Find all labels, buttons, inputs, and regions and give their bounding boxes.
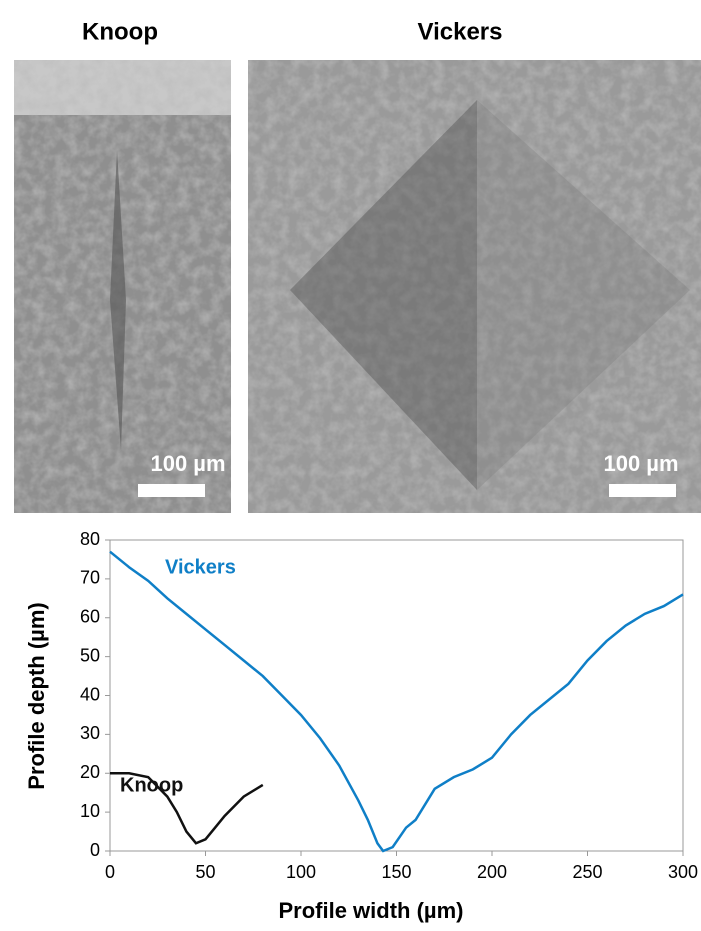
vickers-image: [248, 60, 701, 513]
plot: Profile width (µm) Profile depth (µm) 0 5…: [24, 529, 698, 923]
y-tick-label: 10: [80, 801, 100, 821]
plot-frame: [110, 540, 683, 851]
scale-label: 100 µm: [603, 451, 678, 476]
panel-title: Vickers: [418, 18, 503, 45]
y-axis-title: Profile depth (µm): [24, 602, 49, 789]
x-tick-label: 200: [477, 862, 507, 882]
series-line: [110, 552, 683, 851]
x-tick-label: 150: [381, 862, 411, 882]
panel-title: Knoop: [82, 18, 158, 45]
knoop-image: [14, 60, 231, 513]
x-tick-label: 0: [105, 862, 115, 882]
series-label: Knoop: [120, 774, 183, 796]
y-tick-label: 50: [80, 645, 100, 665]
y-tick-label: 40: [80, 684, 100, 704]
y-tick-label: 80: [80, 529, 100, 549]
x-tick-label: 100: [286, 862, 316, 882]
x-axis-title: Profile width (µm): [278, 898, 463, 923]
series-label: Vickers: [165, 556, 236, 578]
y-tick-label: 30: [80, 723, 100, 743]
scale-label: 100 µm: [150, 451, 225, 476]
y-tick-label: 70: [80, 568, 100, 588]
figure: Knoop Vickers 100 µm 100 µm Profile widt…: [0, 0, 701, 926]
y-tick-label: 60: [80, 607, 100, 627]
x-tick-label: 300: [668, 862, 698, 882]
y-tick-label: 20: [80, 762, 100, 782]
y-tick-label: 0: [90, 840, 100, 860]
x-tick-label: 50: [195, 862, 215, 882]
x-tick-label: 250: [572, 862, 602, 882]
